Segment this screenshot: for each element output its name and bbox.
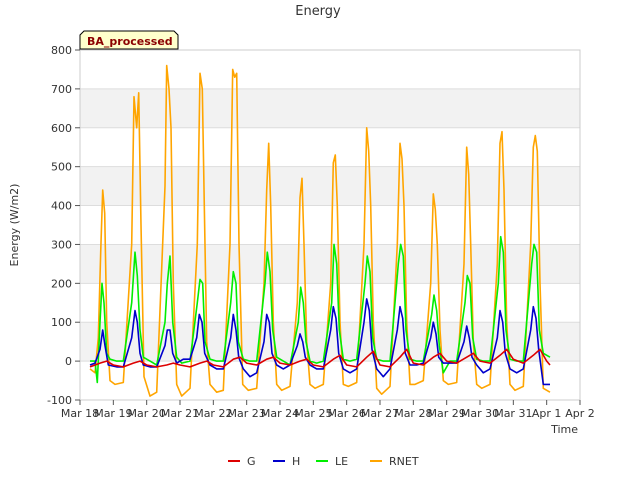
plot-band [80,361,580,400]
y-tick-label: 800 [51,44,72,57]
x-tick-label: Mar 26 [328,407,366,420]
badge: BA_processed [79,30,179,50]
y-axis-ticks: -100 0 100 200 300 400 500 600 700 800 [47,44,80,407]
y-tick-label: 500 [51,161,72,174]
y-tick-label: 200 [51,277,72,290]
x-tick-label: Mar 20 [128,407,166,420]
plot-band [80,127,580,167]
x-tick-label: Mar 25 [294,407,332,420]
y-axis-label: Energy (W/m2) [8,184,21,267]
chart-title: Energy [295,4,341,19]
y-tick-label: 0 [65,355,72,368]
x-tick-label: Mar 29 [428,407,466,420]
y-tick-label: 100 [51,316,72,329]
x-tick-label: Mar 21 [161,407,199,420]
badge-label: BA_processed [87,35,173,48]
plot-frame [79,49,581,401]
series-lines [89,64,551,397]
y-tick-label: -100 [47,394,72,407]
x-tick-label: Mar 28 [394,407,432,420]
badge-box [79,30,179,50]
plot-band [80,50,580,89]
x-tick-label: Mar 27 [361,407,399,420]
x-tick-label: Mar 24 [261,407,299,420]
x-tick-label: Mar 22 [194,407,232,420]
x-tick-label: Mar 31 [494,407,532,420]
x-tick-label: Apr 1 [532,407,562,420]
x-tick-label: Mar 19 [94,407,132,420]
x-axis-label: Time [550,423,578,436]
series-line-le [90,235,551,384]
plot-band [80,88,580,128]
legend: G H LE RNET [228,455,419,468]
series-line-rnet [89,64,551,397]
x-tick-label: Mar 23 [228,407,266,420]
y-tick-label: 400 [51,200,72,213]
x-tick-label: Mar 18 [61,407,99,420]
y-tick-label: 300 [51,238,72,251]
plot-band [80,166,580,206]
legend-label-le: LE [335,455,348,468]
legend-label-h: H [292,455,300,468]
legend-label-rnet: RNET [389,455,419,468]
x-tick-label: Mar 30 [461,407,499,420]
series-line-g [89,348,551,368]
y-tick-label: 600 [51,122,72,135]
y-tick-label: 700 [51,83,72,96]
x-tick-label: Apr 2 [565,407,595,420]
legend-label-g: G [247,455,256,468]
